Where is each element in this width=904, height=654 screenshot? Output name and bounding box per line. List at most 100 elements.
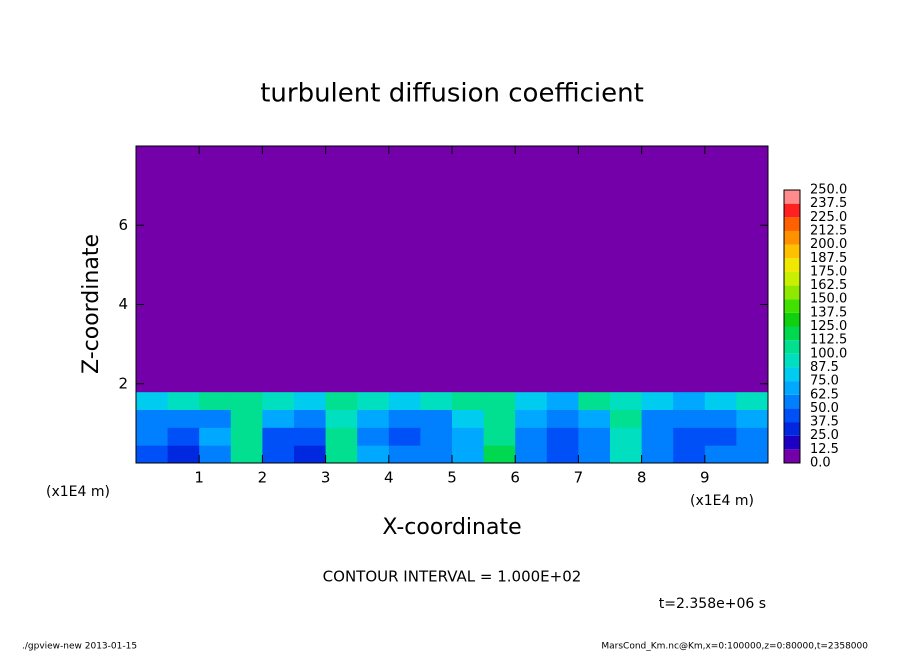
colorbar-swatch bbox=[784, 449, 800, 463]
cell bbox=[167, 427, 200, 446]
colorbar-swatch bbox=[784, 340, 800, 354]
x-tick-label: 4 bbox=[384, 469, 394, 487]
cell bbox=[136, 409, 169, 428]
colorbar-label: 100.0 bbox=[810, 346, 847, 361]
cell bbox=[641, 391, 674, 411]
y-unit: (x1E4 m) bbox=[46, 484, 110, 500]
colorbar-label: 150.0 bbox=[810, 292, 847, 307]
colorbar-label: 75.0 bbox=[810, 374, 839, 389]
cell bbox=[483, 445, 516, 464]
cell bbox=[230, 391, 263, 411]
cell bbox=[357, 445, 390, 464]
cell bbox=[546, 445, 579, 464]
cell bbox=[388, 445, 421, 464]
cell bbox=[199, 409, 232, 428]
cell bbox=[546, 427, 579, 446]
cell bbox=[167, 409, 200, 428]
colorbar-swatch bbox=[784, 299, 800, 313]
y-axis-label: Z-coordinate bbox=[79, 234, 104, 374]
cell bbox=[325, 427, 358, 446]
cell bbox=[610, 409, 643, 428]
cell bbox=[325, 409, 358, 428]
cell bbox=[420, 409, 453, 428]
cell bbox=[294, 391, 327, 411]
cell bbox=[641, 409, 674, 428]
colorbar-label: 112.5 bbox=[810, 333, 847, 348]
cell bbox=[641, 146, 674, 393]
x-tick-label: 3 bbox=[321, 469, 331, 487]
cell bbox=[388, 146, 421, 393]
cell bbox=[483, 427, 516, 446]
cell bbox=[578, 146, 611, 393]
cell bbox=[736, 445, 769, 464]
cell bbox=[230, 427, 263, 446]
colorbar-label: 212.5 bbox=[810, 223, 847, 238]
cell bbox=[736, 146, 769, 393]
cell bbox=[262, 427, 295, 446]
cell bbox=[388, 391, 421, 411]
colorbar-swatch bbox=[784, 422, 800, 436]
cell bbox=[704, 391, 737, 411]
cell bbox=[515, 146, 548, 393]
cell bbox=[515, 427, 548, 446]
colorbar-label: 137.5 bbox=[810, 305, 847, 320]
cell bbox=[610, 146, 643, 393]
colorbar-swatch bbox=[784, 353, 800, 368]
footer-right: MarsCond_Km.nc@Km,x=0:100000,z=0:80000,t… bbox=[601, 642, 868, 652]
cell bbox=[420, 391, 453, 411]
cell bbox=[136, 391, 169, 411]
cell bbox=[294, 146, 327, 393]
cell bbox=[452, 445, 485, 464]
cell bbox=[262, 146, 295, 393]
colorbar-label: 225.0 bbox=[810, 210, 847, 225]
cell bbox=[578, 409, 611, 428]
cell bbox=[199, 427, 232, 446]
cell bbox=[704, 409, 737, 428]
colorbar-label: 50.0 bbox=[810, 401, 839, 416]
cell bbox=[673, 409, 706, 428]
cell bbox=[136, 445, 169, 464]
cell bbox=[736, 409, 769, 428]
cell bbox=[388, 409, 421, 428]
x-tick-label: 5 bbox=[447, 469, 457, 487]
colorbar-swatch bbox=[784, 258, 800, 272]
cell bbox=[673, 427, 706, 446]
cell bbox=[262, 445, 295, 464]
cell bbox=[388, 427, 421, 446]
colorbar-swatch bbox=[784, 230, 800, 245]
y-tick-label: 6 bbox=[118, 216, 128, 234]
y-tick-label: 4 bbox=[118, 295, 128, 313]
cell bbox=[483, 409, 516, 428]
cell bbox=[483, 391, 516, 411]
colorbar-label: 25.0 bbox=[810, 428, 839, 443]
colorbar-label: 87.5 bbox=[810, 360, 839, 375]
annotation: CONTOUR INTERVAL = 1.000E+02 bbox=[323, 568, 582, 586]
colorbar-swatch bbox=[784, 394, 800, 409]
cell bbox=[578, 391, 611, 411]
colorbar-label: 162.5 bbox=[810, 278, 847, 293]
cell bbox=[357, 146, 390, 393]
cell bbox=[325, 146, 358, 393]
cell bbox=[673, 391, 706, 411]
cell bbox=[294, 445, 327, 464]
cell bbox=[578, 445, 611, 464]
cell bbox=[136, 146, 169, 393]
cell bbox=[230, 445, 263, 464]
cell bbox=[483, 146, 516, 393]
cell bbox=[452, 146, 485, 393]
colorbar-swatch bbox=[784, 203, 800, 218]
cell bbox=[515, 391, 548, 411]
colorbar-label: 187.5 bbox=[810, 251, 847, 266]
cell bbox=[199, 146, 232, 393]
cell bbox=[262, 391, 295, 411]
cell bbox=[704, 445, 737, 464]
cell bbox=[230, 146, 263, 393]
x-tick-label: 9 bbox=[700, 469, 710, 487]
cell bbox=[452, 391, 485, 411]
colorbar-label: 175.0 bbox=[810, 264, 847, 279]
colorbar-swatch bbox=[784, 408, 800, 423]
cell bbox=[641, 427, 674, 446]
cell bbox=[420, 146, 453, 393]
colorbar-swatch bbox=[784, 312, 800, 327]
